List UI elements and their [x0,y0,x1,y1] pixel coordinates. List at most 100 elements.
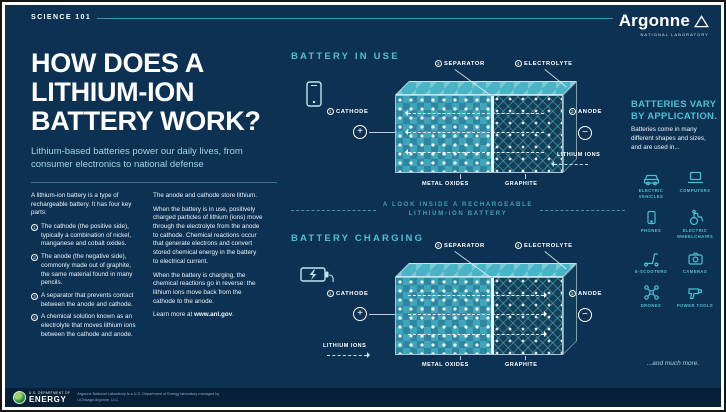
app-label: COMPUTERS [679,188,711,193]
explanation-column: The anode and cathode store lithium. Whe… [153,192,263,325]
cathode-callout-line [369,314,395,315]
separator-label: 3 SEPARATOR [435,60,485,67]
battery-front-face [395,277,563,355]
part-number: 2 [31,254,38,262]
metal-oxides-label: METAL OXIDES [422,362,469,368]
caption-line-2: LITHIUM-ION BATTERY [408,211,508,218]
cathode-label: 1 CATHODE [327,108,368,115]
computers-icon [687,171,703,184]
electrolyte-text: ELECTROLYTE [524,60,573,67]
metal-oxides-region [396,278,491,354]
cathode-number: 1 [327,108,334,115]
intro-column: A lithium-ion battery is a type of recha… [31,192,141,343]
part-text: A chemical solution known as an electrol… [41,313,136,338]
electrolyte-number: 4 [515,60,522,67]
ion-flow-arrow [407,291,547,298]
anl-gov-link[interactable]: www.anl.gov [193,311,233,319]
app-power-tools: POWER TOOLS [673,284,717,309]
app-electric-vehicles: ELECTRIC VEHICLES [629,169,673,199]
applications-title: BATTERIES VARY BY APPLICATION. [631,99,717,123]
doe-logo: U.S. DEPARTMENT OF ENERGY [13,391,70,404]
separator-number: 3 [435,242,442,249]
anode-label: 2 ANODE [569,290,602,297]
argonne-logo-subtext: NATIONAL LABORATORY [640,32,709,37]
separator-text: SEPARATOR [444,60,485,67]
subtitle: Lithium-based batteries power our daily … [31,146,243,171]
separator-strip [490,96,494,172]
app-label: ELECTRIC WHEELCHAIRS [676,228,714,240]
cameras-icon [687,252,703,265]
part-text: The cathode (the positive side), typical… [41,223,131,248]
lithium-ions-arrow-right [327,352,370,358]
doe-energy-wordmark: ENERGY [29,395,67,404]
app-label: ELECTRIC VEHICLES [638,188,664,199]
graphite-tick [525,174,526,179]
graphite-region [493,278,562,354]
app-computers: COMPUTERS [673,169,717,199]
lithium-ions-label: LITHIUM IONS [323,343,367,349]
page-title: HOW DOES A LITHIUM-ION BATTERY WORK? [31,48,261,136]
electric-vehicles-icon [643,174,659,186]
app-electric-wheelchairs: ELECTRIC WHEELCHAIRS [673,209,717,239]
app-label: POWER TOOLS [676,303,714,309]
doe-dept-line: U.S. DEPARTMENT OF [29,391,71,395]
title-line-1: HOW DOES A [31,48,205,78]
applications-title-line-1: BATTERIES VARY [631,99,717,110]
mid-caption: A LOOK INSIDE A RECHARGEABLE LITHIUM-ION… [291,201,625,220]
electrolyte-label: 4 ELECTROLYTE [515,242,573,249]
caption-dash-left [291,209,376,211]
metal-oxides-tick [460,356,461,360]
battery-charging-title: BATTERY CHARGING [291,233,425,244]
applications-grid: ELECTRIC VEHICLES COMPUTERS PHONES ELECT… [629,169,717,309]
part-number: 4 [31,314,38,322]
learn-more: Learn more at www.anl.gov. [153,311,263,320]
applications-title-line-2: BY APPLICATION. [631,110,718,122]
battery-side-face [563,263,577,355]
app-cameras: CAMERAS [673,250,717,275]
argonne-triangle-icon [694,14,709,27]
part-item-anode: 2 The anode (the negative side), commonl… [31,253,141,288]
battery-charging-icon [300,267,334,283]
anode-label: 2 ANODE [569,108,602,115]
separator-label: 3 SEPARATOR [435,242,485,249]
doe-seal-icon [13,391,26,404]
caption-dash-right [540,209,625,211]
app-phones: PHONES [629,209,673,239]
electric-wheelchairs-icon [689,210,703,226]
anode-number: 2 [569,290,576,297]
learn-more-prefix: Learn more at [153,311,194,319]
cathode-number: 1 [327,290,334,297]
graphite-label: GRAPHITE [505,362,538,368]
left-divider [31,182,277,183]
battery-diagram-in-use [395,81,577,173]
separator-strip [490,278,494,354]
explain-paragraph-1: The anode and cathode store lithium. [153,192,257,199]
kicker: SCIENCE 101 [31,14,92,21]
explain-paragraph-2: When the battery is in use, positively c… [153,205,263,265]
app-label: CAMERAS [682,268,708,274]
part-item-electrolyte: 4 A chemical solution known as an electr… [31,313,141,339]
learn-more-suffix: . [232,311,234,319]
metal-oxides-label: METAL OXIDES [422,181,469,187]
graphite-region [493,96,562,172]
electrolyte-number: 4 [515,242,522,249]
title-line-2: LITHIUM-ION [31,77,195,108]
separator-number: 3 [435,60,442,67]
lithium-ions-arrow-left [551,161,588,167]
caption-text: A LOOK INSIDE A RECHARGEABLE LITHIUM-ION… [383,201,533,220]
ion-flow-arrow [407,311,547,318]
battery-front-face [395,95,563,173]
part-text: A separator that prevents contact betwee… [41,291,134,308]
ion-flow-arrow [404,109,544,116]
explain-paragraph-3: When the battery is charging, the chemic… [153,271,256,305]
battery-side-face [563,81,577,173]
anode-text: ANODE [578,108,602,115]
anode-minus-icon: − [578,126,592,140]
metal-oxides-tick [460,174,461,179]
infographic-panel: SCIENCE 101 Argonne NATIONAL LABORATORY … [5,5,721,407]
doe-wordmark: U.S. DEPARTMENT OF ENERGY [29,391,70,404]
electrolyte-label: 4 ELECTROLYTE [515,60,573,67]
anode-minus-icon: − [578,308,592,322]
phone-in-use-icon [306,81,322,107]
graphite-label: GRAPHITE [505,181,538,187]
